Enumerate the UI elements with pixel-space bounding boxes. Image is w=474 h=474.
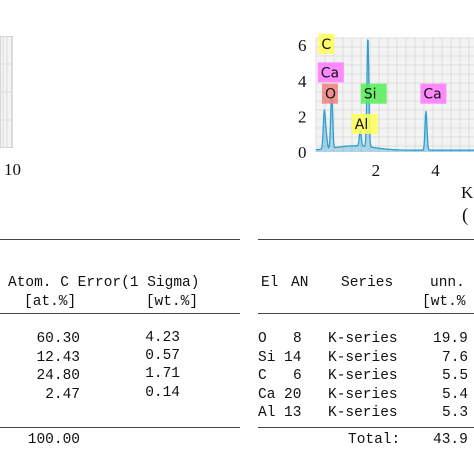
x-axis-label: K bbox=[461, 183, 474, 202]
left-table-header-1: Atom. C Error(1 Sigma) bbox=[8, 275, 200, 291]
right-table-unn-3: 5.4 bbox=[442, 387, 469, 403]
left-chart-x-tick-label: 10 bbox=[4, 160, 21, 179]
right-table-an-1: 14 bbox=[284, 350, 302, 366]
peak-label-box bbox=[321, 83, 338, 104]
peak-label-al: Al bbox=[355, 117, 368, 133]
right-table-header-el: El bbox=[261, 275, 279, 291]
right-table-unn-4: 5.3 bbox=[442, 405, 469, 421]
left-table-atom-3: 2.47 bbox=[45, 387, 80, 403]
peak-label-box bbox=[318, 33, 335, 54]
right-table-an-0: 8 bbox=[293, 331, 302, 347]
left-table-err-2: 1.71 bbox=[145, 366, 180, 382]
left-table-atom-1: 12.43 bbox=[36, 350, 80, 366]
right-table-el-2: C bbox=[258, 368, 267, 384]
right-table-header-unit: [wt.% bbox=[422, 294, 466, 310]
spectrum-fill bbox=[316, 40, 474, 152]
right-table-header-series: Series bbox=[341, 275, 394, 291]
right-table-unn-0: 19.9 bbox=[433, 331, 468, 347]
peak-label-o: O bbox=[325, 87, 336, 103]
right-table-total-label: Total: bbox=[348, 432, 401, 448]
right-table-el-4: Al bbox=[258, 405, 276, 421]
peak-label-ca: Ca bbox=[321, 65, 339, 81]
right-table-top-rule bbox=[258, 239, 474, 240]
left-table-total: 100.00 bbox=[27, 432, 80, 448]
right-table-series-4: K-series bbox=[328, 405, 398, 421]
left-table-err-3: 0.14 bbox=[145, 385, 180, 401]
left-chart-fragment bbox=[0, 35, 14, 149]
left-total-rule bbox=[0, 427, 240, 428]
peak-label-box bbox=[351, 113, 378, 134]
partial-bottom-label: ( bbox=[462, 205, 469, 226]
right-table-an-2: 6 bbox=[293, 368, 302, 384]
y-tick-label: 4 bbox=[298, 72, 307, 91]
right-table-el-3: Ca bbox=[258, 387, 276, 403]
right-table-series-3: K-series bbox=[328, 387, 398, 403]
right-table-an-3: 20 bbox=[284, 387, 302, 403]
left-chart-grid bbox=[0, 35, 13, 149]
peak-label-box bbox=[420, 83, 447, 104]
right-table-series-0: K-series bbox=[328, 331, 398, 347]
plot-area bbox=[316, 38, 474, 152]
right-table-unn-1: 7.6 bbox=[442, 350, 469, 366]
left-table-atom-0: 60.30 bbox=[36, 331, 80, 347]
peak-label-c: C bbox=[321, 37, 331, 53]
right-table-el-1: Si bbox=[258, 350, 276, 366]
peak-label-si: Si bbox=[364, 87, 377, 103]
y-tick-label: 0 bbox=[298, 143, 307, 162]
spectrum-line bbox=[315, 39, 474, 151]
left-table-err-1: 0.57 bbox=[145, 348, 180, 364]
left-table-header-2: [at.%] [wt.%] bbox=[24, 294, 199, 310]
right-table-total-value: 43.9 bbox=[433, 432, 468, 448]
peak-label-ca: Ca bbox=[423, 87, 441, 103]
left-table-top-rule bbox=[0, 239, 240, 240]
y-tick-label: 6 bbox=[298, 36, 307, 55]
y-tick-label: 2 bbox=[298, 107, 307, 126]
left-header-rule bbox=[0, 313, 240, 314]
right-table-header-unn: unn. bbox=[430, 275, 465, 291]
peak-label-box bbox=[360, 83, 387, 104]
left-table-atom-2: 24.80 bbox=[36, 368, 80, 384]
right-total-rule bbox=[258, 427, 474, 428]
right-table-header-an: AN bbox=[291, 275, 309, 291]
peak-label-box bbox=[317, 62, 344, 83]
right-table-series-1: K-series bbox=[328, 350, 398, 366]
eds-spectrum-chart: 6 4 2 0 2 4 C Ca O Si Ca Al bbox=[298, 33, 474, 180]
right-table-series-2: K-series bbox=[328, 368, 398, 384]
left-table-err-0: 4.23 bbox=[145, 330, 180, 346]
x-tick-label: 2 bbox=[372, 161, 381, 180]
right-table-an-4: 13 bbox=[284, 405, 302, 421]
x-tick-label: 4 bbox=[431, 161, 440, 180]
right-header-rule bbox=[258, 313, 474, 314]
right-table-unn-2: 5.5 bbox=[442, 368, 469, 384]
right-table-el-0: O bbox=[258, 331, 267, 347]
